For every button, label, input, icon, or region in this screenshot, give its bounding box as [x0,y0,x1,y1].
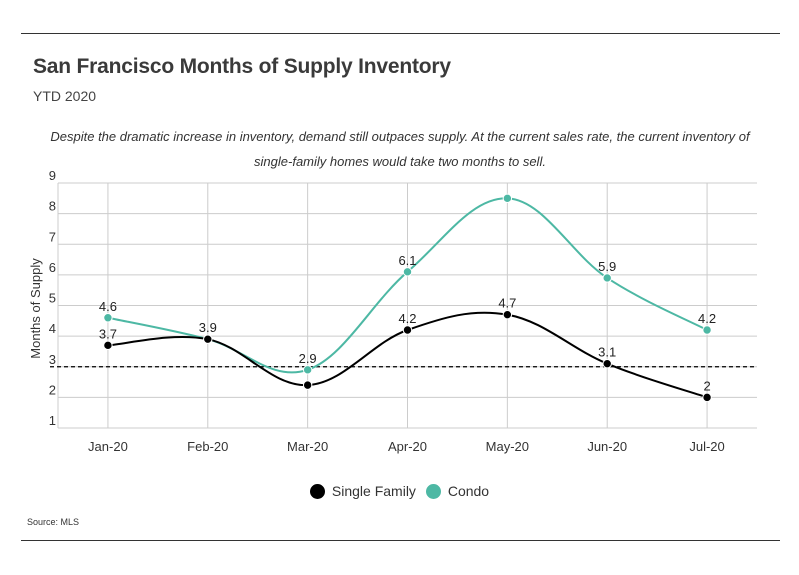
y-axis-title: Months of Supply [28,258,43,359]
data-point-condo [302,365,313,375]
chart-note-line-1: Despite the dramatic increase in invento… [50,129,750,144]
y-tick-label: 1 [49,413,56,428]
y-tick-label: 3 [49,352,56,367]
data-label-single-family: 4.7 [498,296,516,311]
data-label-single-family: 4.2 [398,311,416,326]
data-point-condo [402,267,413,277]
x-tick-label: Apr-20 [388,439,427,454]
data-point-single-family [402,325,413,335]
legend-swatch-single-family [309,483,325,499]
y-tick-label: 9 [49,168,56,183]
y-tick-label: 4 [49,321,56,336]
x-tick-label: Mar-20 [287,439,328,454]
data-point-single-family [602,358,612,369]
y-tick-label: 6 [49,260,56,275]
x-tick-label: Jun-20 [587,439,627,454]
data-point-single-family [502,309,513,320]
y-tick-label: 5 [49,291,56,306]
axes: 1 2 3 4 5 6 7 8 9 Jan-20 Feb-20 Mar-20 Apr-20 May-20 J… [28,168,725,454]
data-label-condo: 2.9 [299,351,317,366]
chart-note: Despite the dramatic increase in invento… [40,124,760,174]
x-tick-label: Jan-20 [88,439,128,454]
data-label-condo: 4.2 [698,311,716,326]
series-group [103,193,712,403]
data-label-condo: 5.9 [598,259,616,274]
legend-item-condo[interactable]: Condo [425,483,490,499]
y-tick-label: 7 [49,229,56,244]
legend-label-condo: Condo [447,483,490,499]
legend: Single Family Condo [0,483,799,502]
data-point-condo [602,273,612,283]
grid [58,182,757,429]
data-label-condo: 4.6 [99,299,117,314]
source-note: Source: MLS [27,517,80,527]
legend-swatch-condo [425,483,441,499]
legend-item-single-family[interactable]: Single Family [309,483,416,499]
data-label-single-family: 3.7 [99,326,117,341]
data-label-single-family: 3.9 [199,320,217,335]
data-point-single-family [702,392,712,403]
data-labels: 3.7 3.9 4.2 4.7 3.1 2 4.6 2.9 6.1 5.9 4.2 [99,253,716,394]
y-tick-label: 8 [49,199,56,214]
top-rule [21,33,780,34]
data-point-condo [702,325,712,335]
x-tick-label: Feb-20 [187,439,228,454]
data-label-single-family: 3.1 [598,345,616,360]
data-point-single-family [203,334,213,344]
data-label-condo: 6.1 [398,253,416,268]
y-tick-label: 2 [49,382,56,397]
data-point-single-family [103,340,113,351]
data-point-single-family [302,380,313,390]
bottom-rule [21,540,780,541]
x-tick-label: May-20 [486,439,529,454]
legend-label-single-family: Single Family [331,483,416,499]
x-tick-label: Jul-20 [689,439,724,454]
data-point-condo [502,193,513,204]
chart-title: San Francisco Months of Supply Inventory [33,55,451,78]
chart-note-line-2: single-family homes would take two month… [254,154,546,169]
data-label-single-family: 2 [703,378,710,393]
data-point-condo [103,313,113,323]
chart-subtitle: YTD 2020 [33,88,97,104]
